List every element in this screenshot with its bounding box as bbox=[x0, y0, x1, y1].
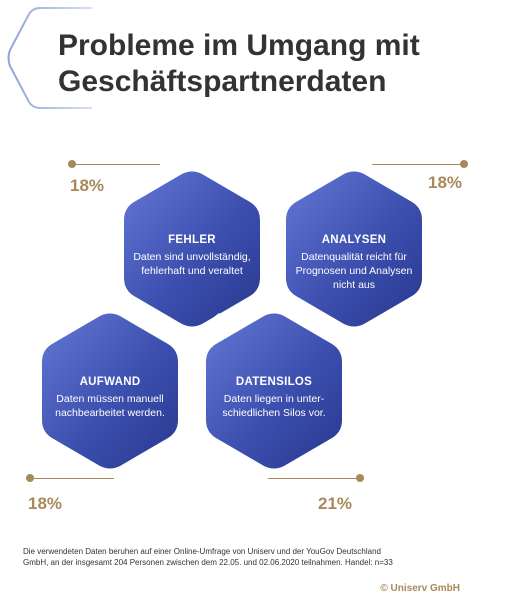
desc-line: Daten liegen in unter- bbox=[223, 393, 325, 405]
percent-datensilos: 21% bbox=[318, 494, 353, 513]
hex-heading-fehler: FEHLER bbox=[168, 234, 216, 246]
desc-line: schiedlichen Silos vor. bbox=[222, 407, 326, 419]
connector-line-analysen bbox=[372, 160, 468, 168]
desc-line: nicht aus bbox=[332, 279, 376, 291]
hex-heading-aufwand: AUFWAND bbox=[79, 376, 141, 388]
connector-line-datensilos bbox=[268, 474, 364, 482]
desc-line: Daten sind unvollständig, bbox=[133, 251, 251, 263]
connector-line-aufwand bbox=[26, 474, 114, 482]
title-line-1: Probleme im Umgang mit bbox=[58, 29, 420, 62]
copyright-notice: © Uniserv GmbH bbox=[380, 583, 460, 594]
svg-text:€: € bbox=[58, 325, 62, 333]
title-line-2: Geschäftspartnerdaten bbox=[58, 65, 387, 98]
hex-heading-analysen: ANALYSEN bbox=[321, 234, 387, 246]
hex-card-fehler: FEHLER Daten sind unvollständig, fehlerh… bbox=[124, 170, 260, 328]
desc-line: Prognosen und Analysen bbox=[295, 265, 413, 277]
hex-card-analysen: ANALYSEN Datenqualität reicht für Progno… bbox=[286, 170, 422, 328]
percent-fehler: 18% bbox=[70, 176, 105, 195]
hex-desc-aufwand: Daten müssen manuell nachbearbeitet werd… bbox=[48, 392, 172, 420]
footnote-line-1: Die verwendeten Daten beruhen auf einer … bbox=[23, 547, 381, 556]
hex-card-aufwand: € AUFWAND Daten müssen manuell nachbearb… bbox=[42, 312, 178, 470]
desc-line: fehlerhaft und veraltet bbox=[141, 265, 243, 277]
svg-text:?: ? bbox=[216, 323, 222, 334]
desc-line: Datenqualität reicht für bbox=[301, 251, 407, 263]
connector-line-fehler bbox=[68, 160, 160, 168]
hex-card-datensilos: ? DATENSILOS Daten liegen in unter- schi… bbox=[206, 312, 342, 470]
hex-heading-datensilos: DATENSILOS bbox=[235, 376, 313, 388]
percent-analysen: 18% bbox=[428, 173, 463, 192]
hex-desc-fehler: Daten sind unvollständig, fehlerhaft und… bbox=[130, 250, 254, 278]
percent-aufwand: 18% bbox=[28, 494, 63, 513]
page-title: Probleme im Umgang mit Geschäftspartnerd… bbox=[58, 28, 498, 100]
footnote-line-2: GmbH, an der insgesamt 204 Personen zwis… bbox=[23, 558, 393, 567]
desc-line: Daten müssen manuell bbox=[56, 393, 164, 405]
hex-desc-datensilos: Daten liegen in unter- schiedlichen Silo… bbox=[212, 392, 336, 420]
hex-desc-analysen: Datenqualität reicht für Prognosen und A… bbox=[292, 250, 416, 292]
survey-footnote: Die verwendeten Daten beruhen auf einer … bbox=[23, 546, 493, 568]
desc-line: nachbearbeitet werden. bbox=[55, 407, 165, 419]
